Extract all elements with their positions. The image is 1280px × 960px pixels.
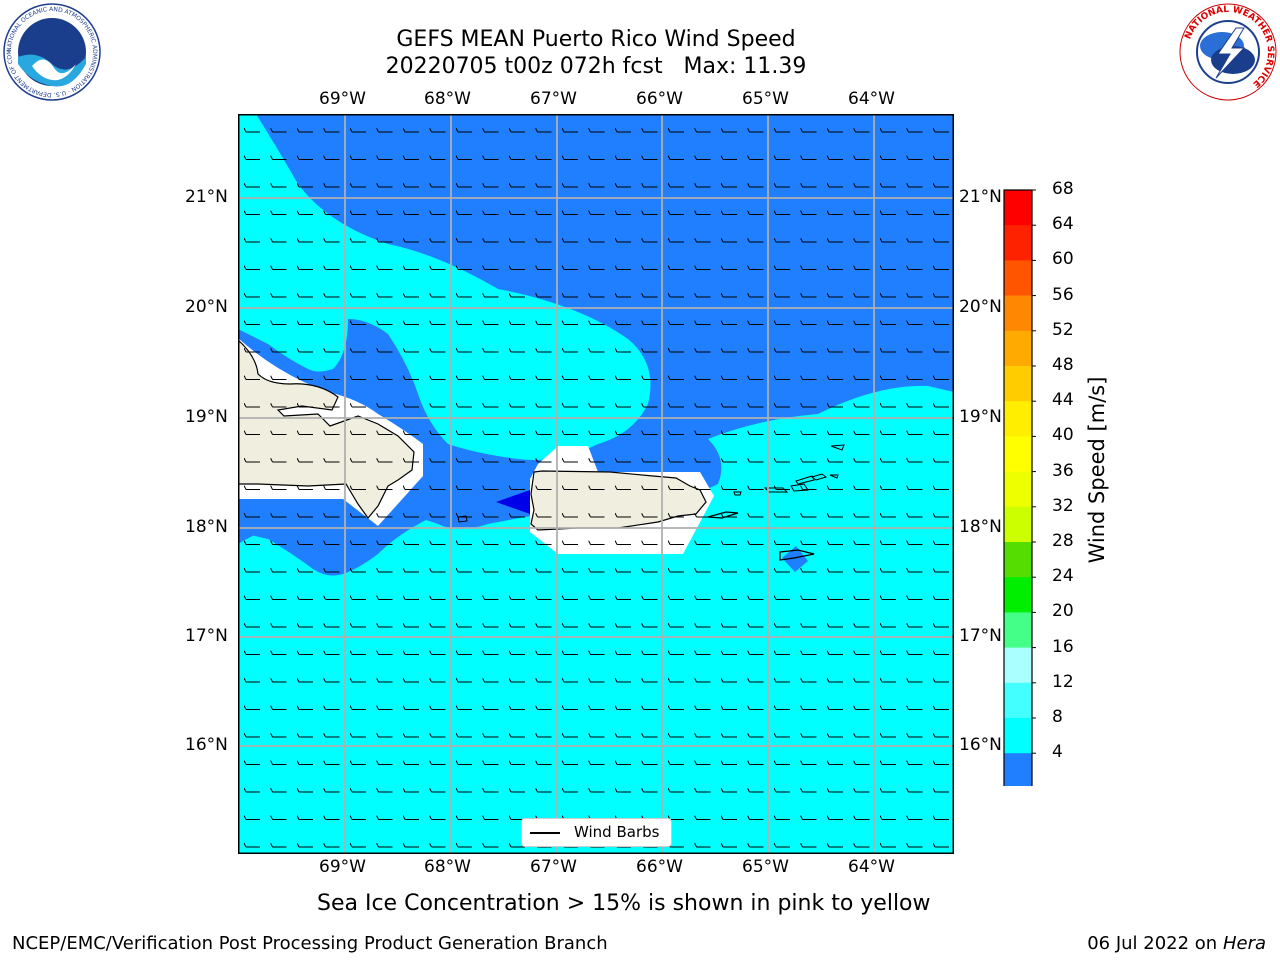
colorbar-segment	[1004, 753, 1032, 786]
colorbar-segment	[1004, 542, 1032, 578]
colorbar-tick-label: 4	[1052, 742, 1063, 763]
lon-label-top: 65°W	[742, 89, 789, 109]
colorbar-segment	[1004, 718, 1032, 754]
colorbar-tick-label: 32	[1052, 495, 1074, 516]
colorbar-segment	[1004, 295, 1032, 332]
lon-label-top: 67°W	[530, 89, 577, 109]
colorbar-segment	[1004, 401, 1032, 437]
lat-label-right: 19°N	[959, 407, 1002, 427]
lat-label-right: 17°N	[959, 626, 1002, 646]
legend-line-icon	[530, 832, 560, 834]
footer-machine: Hera	[1222, 933, 1266, 954]
colorbar-segment	[1004, 471, 1032, 508]
noaa-logo-icon: NATIONAL OCEANIC AND ATMOSPHERIC ADMINIS…	[2, 2, 101, 101]
lon-label-bottom: 67°W	[530, 857, 577, 877]
chart-title: GEFS MEAN Puerto Rico Wind Speed	[396, 27, 796, 52]
lon-label-top: 64°W	[848, 89, 895, 109]
lat-label-right: 21°N	[959, 187, 1002, 207]
lat-label-right: 16°N	[959, 735, 1002, 755]
colorbar-segment	[1004, 366, 1032, 402]
lon-label-bottom: 66°W	[636, 857, 683, 877]
lon-label-bottom: 65°W	[742, 857, 789, 877]
lat-label-left: 17°N	[185, 626, 228, 646]
colorbar-segment	[1004, 260, 1032, 296]
lat-label-left: 19°N	[185, 407, 228, 427]
colorbar	[1003, 189, 1036, 786]
colorbar-segment	[1004, 225, 1032, 261]
colorbar-tick-label: 48	[1052, 355, 1074, 375]
lat-label-left: 18°N	[185, 517, 228, 537]
colorbar-segment	[1004, 190, 1032, 226]
colorbar-tick-label: 44	[1052, 390, 1074, 411]
colorbar-tick-label: 68	[1052, 179, 1074, 199]
lat-label-right: 20°N	[959, 297, 1002, 317]
colorbar-segment	[1004, 682, 1032, 719]
colorbar-tick-label: 8	[1052, 707, 1063, 727]
footer-branch: NCEP/EMC/Verification Post Processing Pr…	[12, 933, 608, 954]
wind-barbs-legend: Wind Barbs	[521, 818, 672, 847]
colorbar-tick-label: 56	[1052, 284, 1074, 305]
lon-label-top: 66°W	[636, 89, 683, 109]
nws-logo-icon: NATIONAL WEATHER SERVICE	[1179, 3, 1277, 101]
colorbar-tick-label: 64	[1052, 214, 1074, 235]
colorbar-tick-label: 28	[1052, 531, 1074, 551]
colorbar-tick-label: 60	[1052, 249, 1074, 270]
colorbar-segment	[1004, 436, 1032, 472]
lon-label-bottom: 69°W	[319, 857, 366, 877]
legend-label: Wind Barbs	[574, 823, 660, 841]
lat-label-left: 21°N	[185, 187, 228, 207]
colorbar-tick-label: 52	[1052, 319, 1074, 340]
lat-label-right: 18°N	[959, 517, 1002, 537]
colorbar-segment	[1004, 577, 1032, 613]
colorbar-tick-label: 36	[1052, 460, 1074, 481]
colorbar-segment	[1004, 647, 1032, 684]
sea-ice-note: Sea Ice Concentration > 15% is shown in …	[317, 891, 931, 916]
lon-label-bottom: 64°W	[848, 857, 895, 877]
chart-subtitle: 20220705 t00z 072h fcst Max: 11.39	[385, 54, 807, 79]
colorbar-tick-label: 24	[1052, 566, 1074, 587]
colorbar-border	[1003, 189, 1033, 786]
lon-label-top: 69°W	[319, 89, 366, 109]
lat-label-left: 16°N	[185, 735, 228, 755]
colorbar-label: Wind Speed [m/s]	[1085, 376, 1109, 564]
lon-label-bottom: 68°W	[424, 857, 471, 877]
footer-date-text: 06 Jul 2022 on	[1087, 933, 1223, 954]
colorbar-tick-label: 16	[1052, 636, 1074, 657]
colorbar-tick-label: 20	[1052, 601, 1074, 622]
colorbar-segment	[1004, 506, 1032, 543]
map-frame	[238, 114, 954, 854]
colorbar-tick-label: 12	[1052, 671, 1074, 692]
colorbar-tick-label: 40	[1052, 425, 1074, 446]
lon-label-top: 68°W	[424, 89, 471, 109]
wind-speed-map	[238, 114, 954, 854]
colorbar-segment	[1004, 612, 1032, 648]
colorbar-segment	[1004, 330, 1032, 367]
wind-barbs	[238, 114, 954, 854]
footer-date: 06 Jul 2022 on Hera	[1087, 933, 1266, 954]
lat-label-left: 20°N	[185, 297, 228, 317]
